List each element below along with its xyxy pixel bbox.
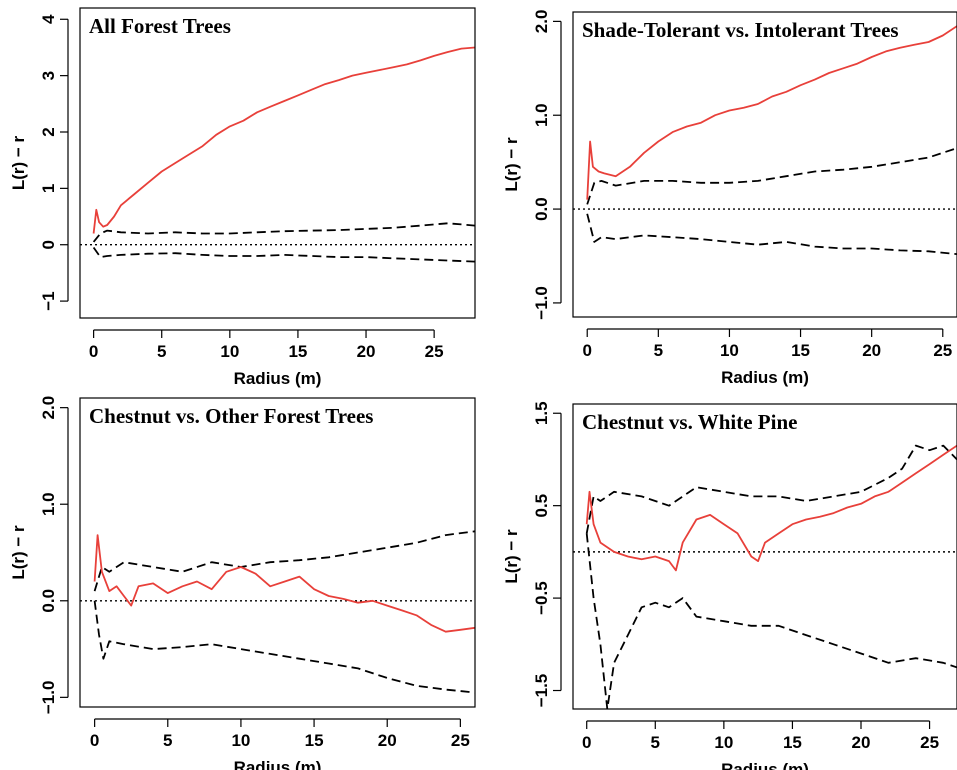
panel-title: All Forest Trees <box>89 14 231 38</box>
observed-line <box>585 444 957 572</box>
panel-4: 0 5 10 15 20 25 −1.5 −0.5 0.5 1.5 Radius (m) L(r) −… <box>502 401 957 770</box>
x-tick-label: 15 <box>288 342 307 361</box>
x-tick-label: 5 <box>651 733 660 752</box>
y-tick-label: 4 <box>39 14 58 24</box>
observed-line <box>92 46 475 234</box>
y-tick-label: 0.0 <box>532 197 551 221</box>
y-tick-label: 2.0 <box>39 396 58 420</box>
plot-frame <box>79 397 476 708</box>
y-axis-label: L(r) − r <box>9 525 28 580</box>
panel-title: Chestnut vs. Other Forest Trees <box>89 404 373 428</box>
x-tick-label: 0 <box>90 731 99 750</box>
x-tick-label: 15 <box>305 731 324 750</box>
lower-envelope-line <box>92 246 475 263</box>
plot-frame <box>79 7 476 319</box>
x-axis-label: Radius (m) <box>234 369 322 388</box>
x-axis-label: Radius (m) <box>234 758 322 770</box>
x-tick-label: 5 <box>157 342 166 361</box>
panel-title: Chestnut vs. White Pine <box>582 410 797 434</box>
x-tick-label: 0 <box>582 733 591 752</box>
x-tick-label: 0 <box>582 341 591 360</box>
upper-envelope-line <box>92 222 475 243</box>
x-axis-label: Radius (m) <box>721 368 809 387</box>
panel-title: Shade-Tolerant vs. Intolerant Trees <box>582 18 899 42</box>
x-tick-label: 25 <box>933 341 952 360</box>
y-tick-label: 0 <box>39 240 58 249</box>
y-axis-label: L(r) − r <box>502 529 521 584</box>
observed-line <box>586 25 957 200</box>
y-tick-label: 1.0 <box>39 492 58 516</box>
x-tick-label: 20 <box>862 341 881 360</box>
plot-frame <box>572 11 957 318</box>
x-tick-label: 25 <box>425 342 444 361</box>
y-tick-label: 1 <box>39 184 58 193</box>
y-tick-label: 2 <box>39 127 58 136</box>
x-axis-label: Radius (m) <box>721 760 809 770</box>
y-tick-label: 3 <box>39 71 58 80</box>
panel-1: 0 5 10 15 20 25 −1 0 1 2 3 4 Radius (m) L(r) − r All F… <box>9 7 476 388</box>
upper-envelope-line <box>93 530 475 592</box>
x-tick-label: 10 <box>714 733 733 752</box>
x-tick-label: 0 <box>89 342 98 361</box>
y-axis-label: L(r) − r <box>502 137 521 192</box>
lower-envelope-line <box>585 533 957 709</box>
upper-envelope-line <box>586 147 957 205</box>
x-tick-label: 20 <box>357 342 376 361</box>
panel-3: 0 5 10 15 20 25 −1.0 0.0 1.0 2.0 Radius (m) L(r) − … <box>9 396 476 770</box>
x-tick-label: 20 <box>378 731 397 750</box>
y-tick-label: −1.0 <box>532 286 551 320</box>
x-tick-label: 25 <box>451 731 470 750</box>
y-tick-label: −1.5 <box>532 674 551 708</box>
panel-2: 0 5 10 15 20 25 −1.0 0.0 1.0 2.0 Radius (m) L(r) − … <box>502 10 957 387</box>
plot-frame <box>572 403 957 710</box>
x-tick-label: 15 <box>783 733 802 752</box>
x-tick-label: 20 <box>852 733 871 752</box>
x-tick-label: 10 <box>220 342 239 361</box>
y-tick-label: 1.0 <box>532 103 551 127</box>
y-tick-label: −0.5 <box>532 581 551 615</box>
x-tick-label: 5 <box>654 341 663 360</box>
y-axis-label: L(r) − r <box>9 135 28 190</box>
y-tick-label: −1 <box>39 291 58 310</box>
y-tick-label: −1.0 <box>39 681 58 715</box>
y-tick-label: 0.5 <box>532 494 551 518</box>
y-tick-label: 1.5 <box>532 401 551 425</box>
x-tick-label: 15 <box>791 341 810 360</box>
x-tick-label: 5 <box>163 731 172 750</box>
lower-envelope-line <box>93 600 475 694</box>
x-tick-label: 10 <box>231 731 250 750</box>
x-tick-label: 25 <box>920 733 939 752</box>
y-tick-label: 2.0 <box>532 10 551 34</box>
y-tick-label: 0.0 <box>39 589 58 613</box>
x-tick-label: 10 <box>720 341 739 360</box>
observed-line <box>93 534 475 633</box>
upper-envelope-line <box>585 444 957 534</box>
lower-envelope-line <box>586 213 957 255</box>
